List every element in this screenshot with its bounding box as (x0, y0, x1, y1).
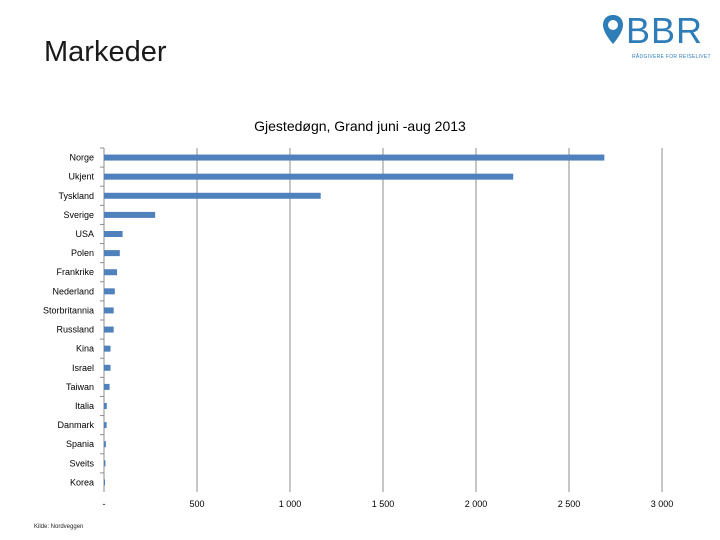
chart-title: Gjestedøgn, Grand juni -aug 2013 (254, 118, 466, 134)
slide-title: Markeder (44, 36, 167, 68)
category-label: Spania (66, 439, 94, 449)
x-tick-label: 1 000 (279, 499, 302, 509)
category-label: Tyskland (58, 191, 94, 201)
bars (104, 154, 605, 486)
category-label: Nederland (52, 286, 94, 296)
logo-wordmark: BBR (626, 10, 704, 51)
bar-sverige (104, 211, 156, 218)
x-tick-label: 500 (189, 499, 204, 509)
bar-israel (104, 364, 111, 371)
bar-tyskland (104, 192, 321, 199)
bar-taiwan (104, 383, 110, 390)
bar-danmark (104, 422, 107, 429)
bar-spania (104, 441, 106, 448)
category-label: Sveits (69, 458, 94, 468)
category-label: Storbritannia (43, 305, 94, 315)
category-label: Frankrike (56, 267, 94, 277)
source-note: Kilde: Nordveggen (34, 524, 84, 530)
bar-storbritannia (104, 307, 114, 314)
category-label: Kina (76, 344, 94, 354)
category-label: Taiwan (66, 382, 94, 392)
category-label: Norge (69, 153, 94, 163)
bar-norge (104, 154, 605, 161)
x-tick-label: - (103, 499, 106, 509)
bar-russland (104, 326, 114, 333)
x-tick-label: 3 000 (651, 499, 674, 509)
bar-sveits (104, 460, 106, 467)
category-label: Russland (56, 325, 94, 335)
bar-usa (104, 231, 123, 237)
x-tick-label: 1 500 (372, 499, 395, 509)
bbr-logo: BBR RÅDGIVERE FOR REISELIVET (598, 10, 711, 70)
category-label: Sverige (63, 210, 94, 220)
x-tick-labels: - 500 1 000 1 500 2 000 2 500 3 000 (103, 499, 674, 509)
category-label: Italia (75, 401, 94, 411)
bar-polen (104, 250, 120, 257)
location-pin-icon (603, 15, 623, 44)
category-label: Israel (72, 363, 94, 373)
bar-korea (104, 479, 105, 486)
category-labels: Norge Ukjent Tyskland Sverige USA Polen Frankr… (43, 147, 104, 487)
x-tick-label: 2 000 (465, 499, 488, 509)
logo-tagline: RÅDGIVERE FOR REISELIVET (632, 54, 711, 60)
bar-frankrike (104, 269, 118, 276)
category-label: Ukjent (68, 172, 94, 182)
bar-nederland (104, 288, 115, 295)
bar-ukjent (104, 173, 514, 180)
x-tick-label: 2 500 (558, 499, 581, 509)
category-label: Danmark (57, 420, 94, 430)
category-label: Korea (70, 477, 94, 487)
gridlines (103, 148, 663, 492)
category-label: USA (75, 229, 94, 239)
category-label: Polen (71, 248, 94, 258)
bar-kina (104, 345, 111, 352)
bar-italia (104, 403, 107, 409)
